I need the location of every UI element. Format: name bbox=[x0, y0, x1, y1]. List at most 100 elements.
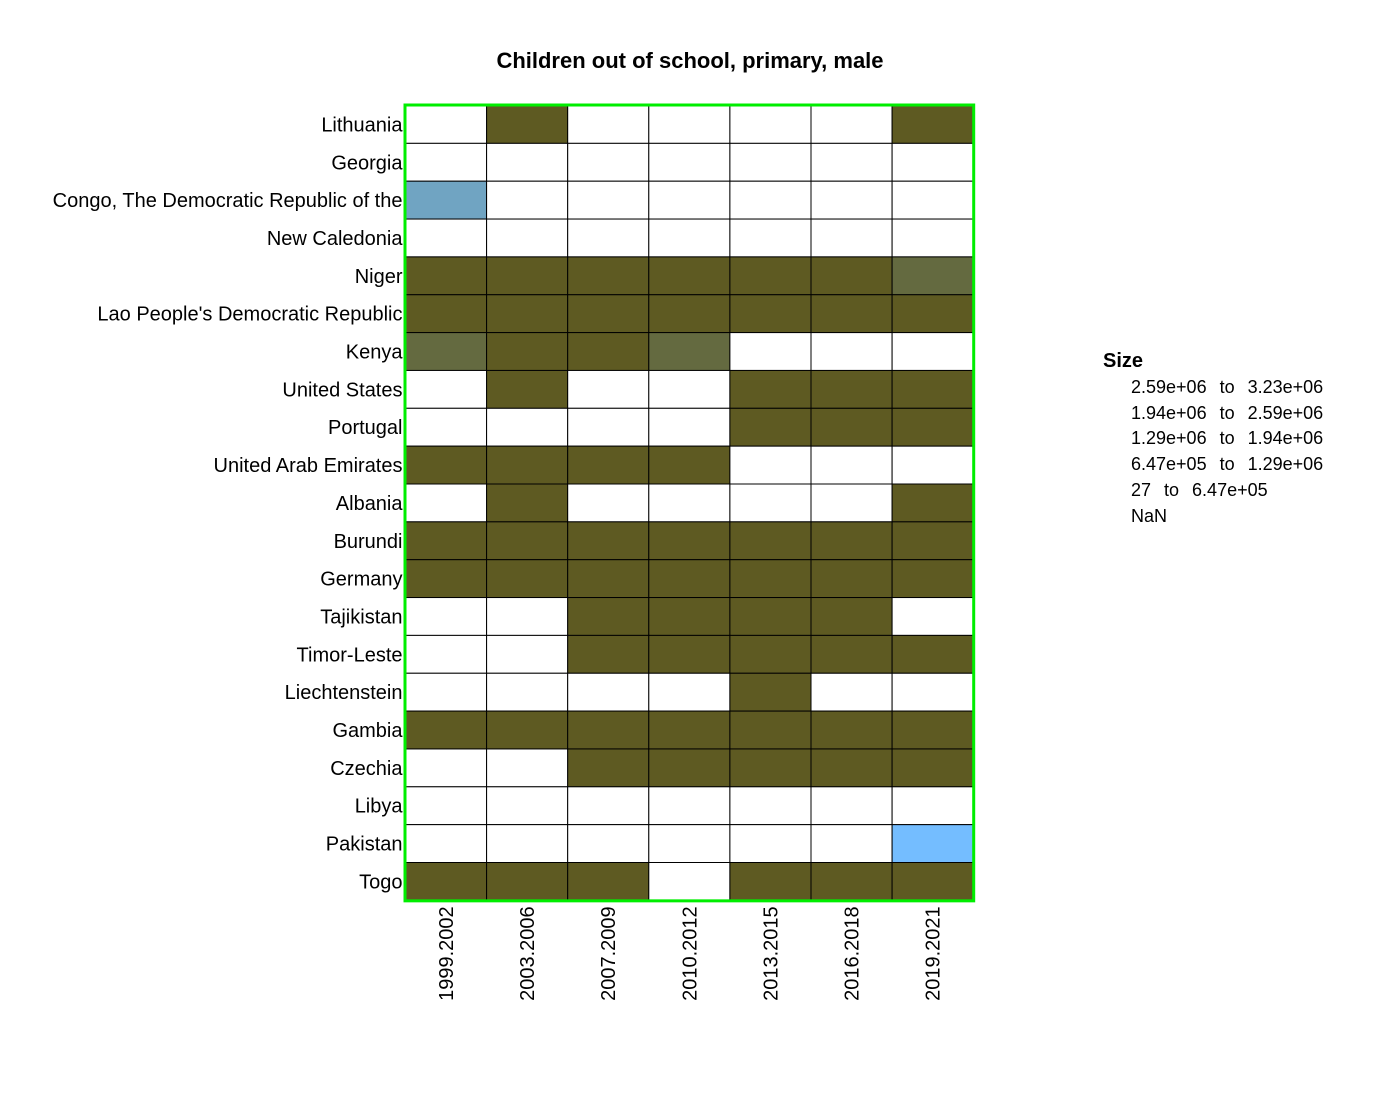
heatmap-cell bbox=[405, 105, 488, 144]
heatmap-cell bbox=[810, 332, 893, 371]
heatmap-cell bbox=[810, 597, 893, 636]
heatmap-cell bbox=[891, 559, 974, 599]
heatmap-cell bbox=[648, 786, 731, 826]
heatmap-cell bbox=[810, 634, 893, 674]
row-label: Liechtenstein bbox=[285, 682, 403, 704]
heatmap-cell bbox=[486, 218, 569, 258]
heatmap-cell bbox=[729, 710, 812, 750]
heatmap-cell bbox=[810, 672, 893, 712]
heatmap-cell bbox=[648, 521, 731, 561]
legend-to: 6.47e+05 bbox=[1192, 479, 1268, 500]
heatmap-cell bbox=[486, 824, 569, 864]
heatmap-cell bbox=[486, 672, 569, 712]
heatmap-cell bbox=[405, 407, 488, 447]
heatmap-cell bbox=[648, 407, 731, 447]
heatmap-cell bbox=[405, 786, 488, 826]
heatmap-cell bbox=[648, 445, 731, 485]
heatmap-cell bbox=[486, 332, 569, 371]
heatmap-cell bbox=[648, 634, 731, 674]
heatmap-cell bbox=[810, 445, 893, 485]
row-label: Burundi bbox=[334, 531, 403, 553]
heatmap-cell bbox=[648, 294, 731, 334]
heatmap-cell bbox=[648, 180, 731, 220]
legend-to: 1.29e+06 bbox=[1247, 454, 1324, 475]
heatmap-cell bbox=[729, 294, 812, 334]
heatmap-cell bbox=[648, 748, 731, 788]
heatmap-cell bbox=[567, 407, 650, 447]
heatmap-cell bbox=[486, 256, 569, 296]
row-label: Pakistan bbox=[326, 834, 403, 856]
column-label: 2003.2006 bbox=[517, 906, 539, 1001]
heatmap-cell bbox=[891, 332, 974, 371]
heatmap-cell bbox=[891, 218, 974, 258]
heatmap-cell bbox=[891, 597, 974, 636]
row-label: Tajikistan bbox=[320, 606, 402, 628]
chart-title: Children out of school, primary, male bbox=[496, 48, 884, 73]
heatmap-cell bbox=[729, 483, 812, 523]
heatmap-cell bbox=[405, 748, 488, 788]
heatmap-cell bbox=[648, 256, 731, 296]
heatmap-cell bbox=[567, 369, 650, 409]
heatmap-cell bbox=[729, 672, 812, 712]
legend-entry: 27 to 6.47e+05 bbox=[1103, 478, 1323, 504]
heatmap-cell bbox=[486, 142, 569, 182]
heatmap-cell bbox=[405, 294, 488, 334]
heatmap-cell bbox=[810, 407, 893, 447]
heatmap-cell bbox=[405, 862, 488, 901]
row-label: Niger bbox=[355, 266, 403, 288]
heatmap-cell bbox=[810, 521, 893, 561]
legend-from: 1.29e+06 bbox=[1131, 428, 1207, 449]
heatmap-cell bbox=[891, 142, 974, 182]
heatmap-cell bbox=[567, 748, 650, 788]
heatmap-cell bbox=[810, 483, 893, 523]
heatmap-cell bbox=[729, 748, 812, 788]
heatmap-cell bbox=[567, 142, 650, 182]
heatmap-cell bbox=[567, 786, 650, 826]
row-label: Albania bbox=[336, 493, 404, 515]
heatmap-cell bbox=[729, 824, 812, 864]
heatmap-cell bbox=[405, 597, 488, 636]
legend-connector: to bbox=[1219, 454, 1235, 475]
heatmap-cell bbox=[891, 824, 974, 864]
heatmap-cell bbox=[810, 559, 893, 599]
heatmap-cell bbox=[648, 672, 731, 712]
row-label: Kenya bbox=[346, 342, 404, 364]
legend-rows: 2.59e+06 to 3.23e+06 1.94e+06 to 2.59e+06 1.29… bbox=[1103, 375, 1323, 529]
heatmap-cell bbox=[891, 407, 974, 447]
legend-title: Size bbox=[1103, 350, 1144, 372]
row-label: Libya bbox=[355, 796, 404, 818]
heatmap-cell bbox=[405, 824, 488, 864]
heatmap-cell bbox=[729, 521, 812, 561]
heatmap-cell bbox=[648, 862, 731, 901]
heatmap-cell bbox=[648, 559, 731, 599]
heatmap-cell bbox=[567, 294, 650, 334]
heatmap-cell bbox=[891, 672, 974, 712]
heatmap-cell bbox=[891, 521, 974, 561]
row-label: Timor-Leste bbox=[297, 644, 403, 666]
heatmap-cell bbox=[891, 105, 974, 144]
row-label: Germany bbox=[320, 569, 402, 591]
heatmap-cell bbox=[810, 256, 893, 296]
heatmap-cell bbox=[405, 710, 488, 750]
heatmap-cell bbox=[486, 559, 569, 599]
heatmap-cell bbox=[891, 862, 974, 901]
heatmap-cell bbox=[486, 597, 569, 636]
legend-connector: to bbox=[1219, 377, 1235, 397]
heatmap-cell bbox=[567, 105, 650, 144]
heatmap-cell bbox=[405, 332, 488, 371]
heatmap-cell bbox=[567, 597, 650, 636]
heatmap-cell bbox=[729, 597, 812, 636]
heatmap-cell bbox=[486, 634, 569, 674]
heatmap-cell bbox=[567, 634, 650, 674]
legend: Size 2.59e+06 to 3.23e+06 1.94e+06 to 2.59e+0… bbox=[1103, 350, 1323, 529]
heatmap-cell bbox=[810, 862, 893, 901]
legend-from: 1.94e+06 bbox=[1131, 402, 1207, 423]
heatmap-cell bbox=[648, 142, 731, 182]
row-label: United States bbox=[282, 379, 402, 401]
row-label: Georgia bbox=[331, 152, 403, 174]
heatmap-cell bbox=[648, 597, 731, 636]
heatmap-cell bbox=[405, 672, 488, 712]
heatmap-cell bbox=[405, 369, 488, 409]
legend-to: 2.59e+06 bbox=[1247, 402, 1324, 423]
heatmap-cell bbox=[405, 634, 488, 674]
